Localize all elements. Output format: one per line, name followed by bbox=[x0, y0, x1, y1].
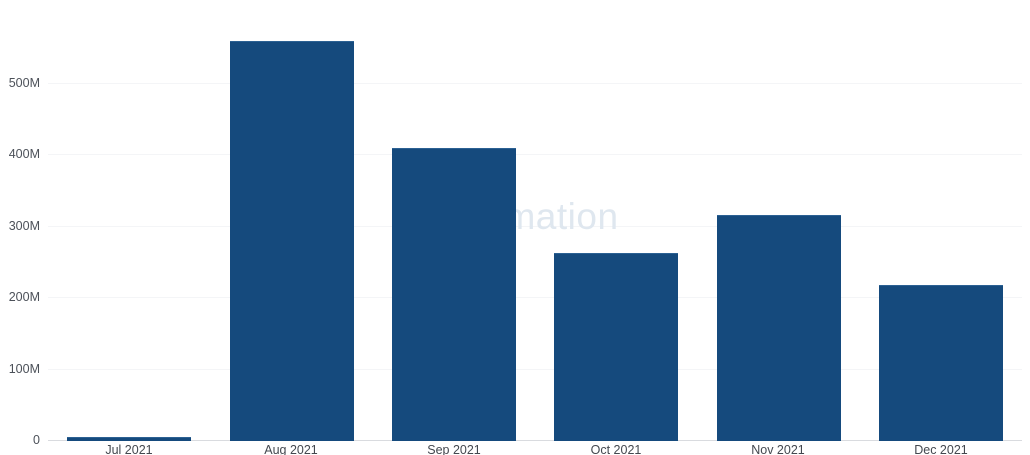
y-axis-tick-label: 300M bbox=[8, 218, 40, 233]
x-axis-tick-label: Dec 2021 bbox=[914, 443, 968, 455]
bar-dec-2021[interactable] bbox=[879, 285, 1003, 441]
gridline bbox=[48, 368, 1022, 370]
bar-sep-2021[interactable] bbox=[392, 148, 516, 441]
y-axis-tick-label: 0 bbox=[33, 432, 40, 447]
x-axis-tick-label: Oct 2021 bbox=[590, 443, 642, 455]
gridline bbox=[48, 83, 1022, 84]
gridline bbox=[48, 225, 1022, 227]
x-axis-tick-label: Nov 2021 bbox=[751, 443, 805, 455]
y-axis-tick-label: 100M bbox=[8, 361, 40, 376]
bar-aug-2021[interactable] bbox=[230, 41, 354, 441]
bar-jul-2021[interactable] bbox=[67, 437, 191, 441]
x-axis-tick-label: Aug 2021 bbox=[264, 443, 318, 455]
gridline bbox=[48, 297, 1022, 299]
x-axis-line bbox=[48, 440, 1022, 441]
gridline bbox=[48, 154, 1022, 156]
x-axis-tick-label: Sep 2021 bbox=[427, 443, 481, 455]
y-axis-tick-label: 400M bbox=[8, 147, 40, 162]
x-axis-tick-label: Jul 2021 bbox=[105, 443, 153, 455]
bar-nov-2021[interactable] bbox=[717, 215, 841, 441]
y-axis-tick-label: 200M bbox=[8, 289, 40, 304]
bar-oct-2021[interactable] bbox=[554, 253, 678, 441]
y-axis-tick-label: 500M bbox=[8, 75, 40, 90]
